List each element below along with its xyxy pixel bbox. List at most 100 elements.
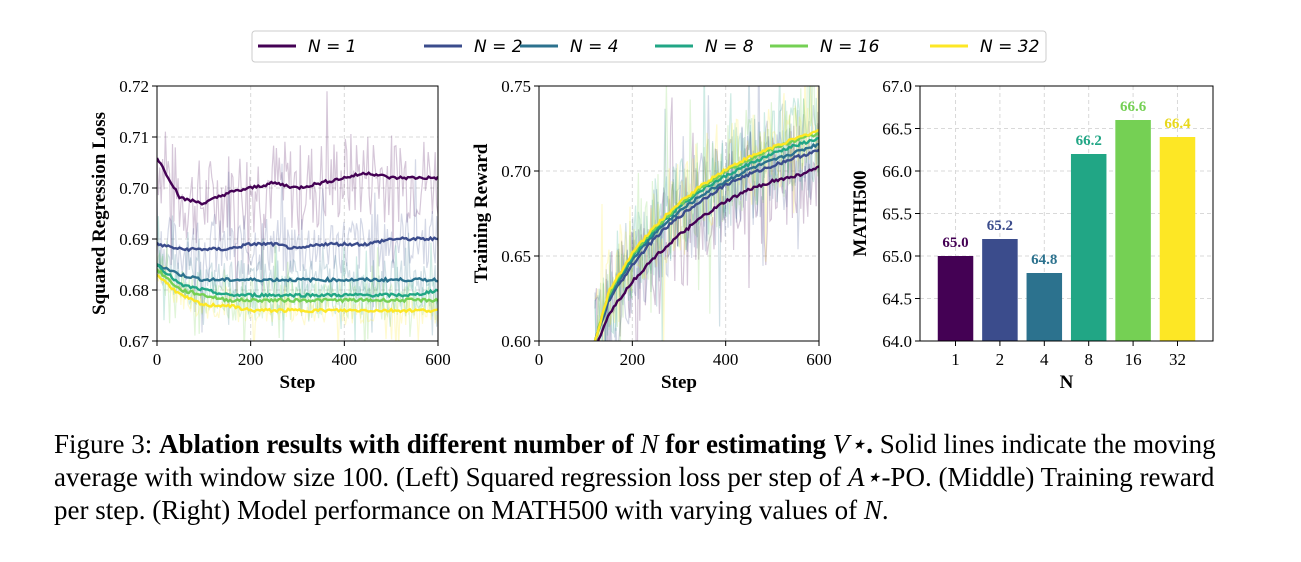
noise-trace [594, 86, 819, 341]
caption-math-n: N [640, 429, 659, 459]
x-tick-label: 400 [332, 350, 358, 369]
caption-text-1: Solid lines indicate the moving average … [54, 429, 1216, 492]
figure-canvas: N = 1 N = 2 N = 4 N = 8 N = 16 N = 32 0 200 400 6… [89, 30, 1214, 393]
legend-item: N = 2 [424, 37, 523, 57]
x-tick-label: 16 [1125, 350, 1142, 369]
y-tick-label: 0.65 [501, 247, 531, 266]
plot-area [593, 86, 819, 341]
legend-label: N = 8 [705, 37, 754, 57]
bar-value-label: 65.2 [987, 218, 1013, 234]
bar-2 [982, 239, 1018, 341]
legend-label: N = 4 [570, 37, 619, 57]
x-tick-label: 400 [713, 350, 739, 369]
legend-frame [251, 30, 1047, 63]
legend: N = 1 N = 2 N = 4 N = 8 N = 16 N = 32 [251, 30, 1047, 63]
legend-item: N = 1 [258, 37, 357, 57]
y-tick-label: 66.5 [882, 120, 912, 139]
series-line-N1 [596, 165, 819, 341]
y-tick-label: 0.71 [119, 128, 149, 147]
y-tick-label: 0.67 [119, 332, 149, 351]
caption-prefix: Figure 3: [54, 429, 159, 459]
noise-trace [594, 86, 819, 341]
axes-frame [538, 85, 820, 342]
noise-trace [157, 265, 438, 341]
bar-value-label: 66.4 [1164, 116, 1191, 132]
caption-bold-text-2: for estimating [658, 429, 833, 459]
x-axis-label: Step [661, 372, 697, 393]
y-tick-label: 0.69 [119, 230, 149, 249]
series-line-N4 [593, 142, 819, 341]
noise-trace [157, 91, 438, 299]
legend-item: N = 32 [930, 37, 1039, 57]
math500-panel [915, 85, 1214, 346]
series-line-N2 [157, 235, 438, 253]
x-axis-label: N [1060, 372, 1074, 393]
y-tick-label: 0.70 [501, 162, 531, 181]
x-tick-label: 600 [806, 350, 832, 369]
figure: N = 1 N = 2 N = 4 N = 8 N = 16 N = 32 0 200 400 6… [89, 30, 1214, 393]
y-tick-label: 0.68 [119, 281, 149, 300]
noise-trace [594, 86, 819, 341]
bar-1 [937, 256, 974, 341]
x-tick-label: 32 [1169, 350, 1186, 369]
x-tick-label: 2 [996, 350, 1005, 369]
bar-value-label: 66.6 [1120, 99, 1147, 115]
caption-math-n2: N [863, 495, 882, 525]
y-tick-label: 0.72 [119, 77, 149, 96]
legend-item: N = 4 [520, 37, 619, 57]
legend-label: N = 1 [308, 37, 357, 57]
caption-bold-text: Ablation results with different number o… [159, 429, 641, 459]
axes-frame [156, 85, 439, 342]
series-line-N1 [157, 157, 438, 206]
figure-caption: Figure 3: Ablation results with differen… [54, 428, 1254, 527]
caption-text-2: -PO. (Middle) Training reward per step. … [54, 462, 1215, 525]
legend-item: N = 16 [770, 37, 880, 57]
y-tick-label: 0.60 [501, 332, 531, 351]
y-tick-label: 64.5 [882, 290, 912, 309]
y-axis-label: Training Reward [471, 143, 492, 283]
series-line-N2 [593, 148, 819, 341]
bar-32 [1159, 137, 1196, 341]
bar-8 [1070, 154, 1107, 341]
noise-trace [157, 215, 438, 336]
x-tick-label: 4 [1040, 350, 1049, 369]
x-tick-label: 200 [238, 350, 264, 369]
x-tick-label: 0 [535, 350, 544, 369]
x-axis-label: Step [280, 372, 316, 393]
reward-panel [534, 85, 820, 346]
y-tick-label: 65.5 [882, 205, 912, 224]
loss-panel [152, 85, 439, 346]
x-tick-label: 200 [620, 350, 646, 369]
legend-label: N = 32 [980, 37, 1039, 57]
x-tick-label: 1 [951, 350, 960, 369]
series-line-N32 [593, 128, 819, 341]
bar-value-label: 65.0 [942, 235, 968, 251]
bar-value-label: 64.8 [1031, 252, 1057, 268]
legend-label: N = 16 [820, 37, 880, 57]
plot-area [157, 91, 438, 341]
y-axis-label: Squared Regression Loss [89, 112, 110, 315]
bar-4 [1026, 273, 1063, 341]
series-line-N8 [157, 263, 438, 299]
bar-value-label: 66.2 [1076, 133, 1102, 149]
y-axis-label: MATH500 [850, 170, 871, 256]
caption-math-a: A⋆ [848, 462, 882, 492]
caption-bold: Ablation results with different number o… [159, 429, 873, 459]
y-tick-label: 0.75 [501, 77, 531, 96]
caption-text-3: . [881, 495, 889, 525]
y-tick-label: 0.70 [119, 179, 149, 198]
y-tick-label: 65.0 [882, 247, 912, 266]
x-tick-label: 600 [425, 350, 451, 369]
series-line-N32 [157, 273, 438, 314]
series-line-N4 [157, 263, 438, 284]
caption-math-v: V⋆ [832, 429, 867, 459]
y-tick-label: 64.0 [882, 332, 912, 351]
y-tick-label: 66.0 [882, 162, 912, 181]
series-line-N16 [157, 268, 438, 304]
caption-bold-end: . [866, 429, 873, 459]
noise-trace [157, 159, 438, 333]
noise-trace [157, 240, 438, 341]
bar-16 [1115, 120, 1151, 341]
legend-item: N = 8 [655, 37, 754, 57]
y-tick-label: 67.0 [882, 77, 912, 96]
